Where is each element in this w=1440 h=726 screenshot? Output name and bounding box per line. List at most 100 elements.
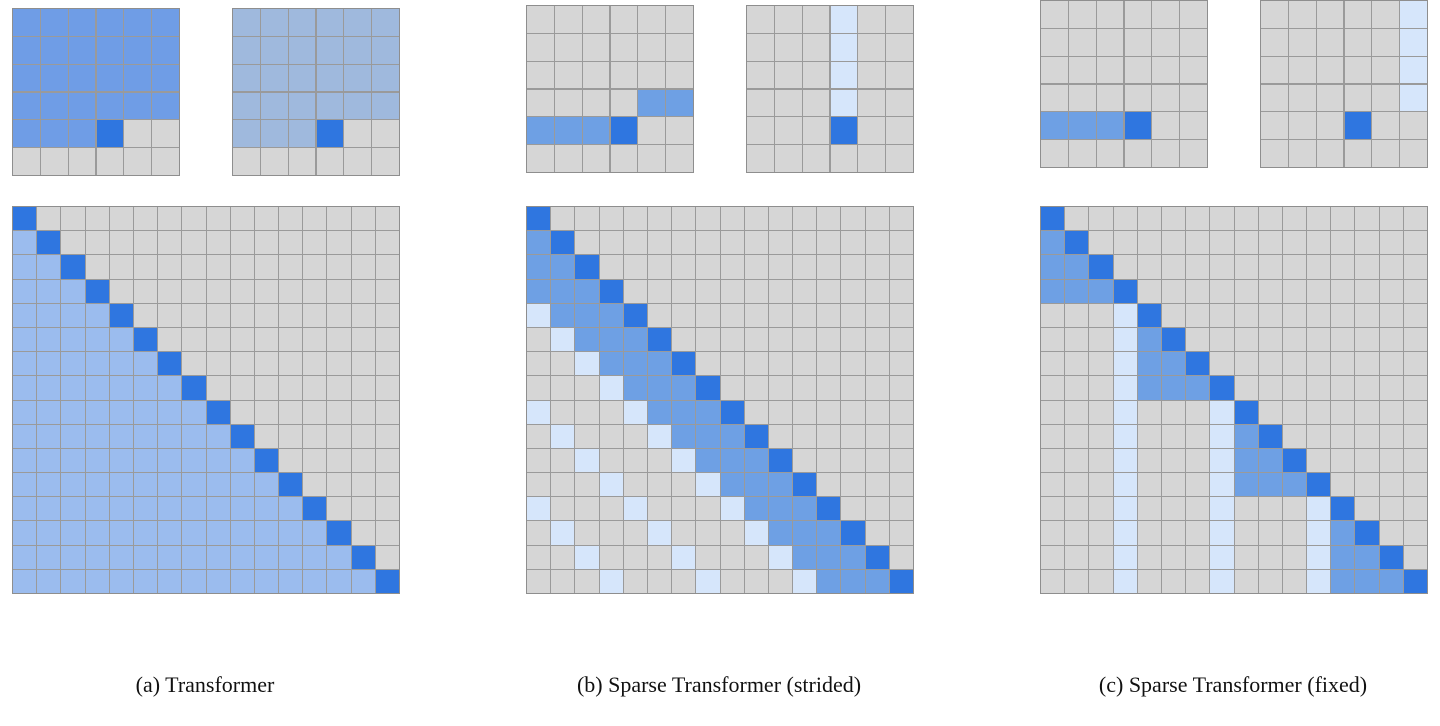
attended-cell (696, 424, 720, 448)
grid-cell (1124, 84, 1152, 112)
attended-cell (1331, 545, 1355, 569)
current-token-cell (720, 400, 744, 424)
attended-cell (109, 545, 133, 569)
attended-cell (230, 497, 254, 521)
attended-cell (372, 64, 399, 92)
grid-cell (109, 255, 133, 279)
grid-cell (372, 120, 399, 148)
attended-cell (133, 521, 158, 545)
grid-cell (527, 569, 551, 593)
grid-cell (254, 231, 279, 255)
grid-cell (768, 255, 793, 279)
grid-cell (1186, 497, 1210, 521)
grid-cell (889, 255, 913, 279)
grid-cell (527, 448, 551, 473)
grid-cell (233, 148, 260, 175)
attended-cell (1379, 569, 1403, 593)
grid-cell (638, 6, 666, 33)
grid-cell (599, 448, 623, 473)
attended-cell (599, 569, 623, 593)
current-token-cell (1234, 400, 1258, 424)
attended-cell (85, 424, 109, 448)
grid-cell (841, 207, 865, 231)
attended-cell (254, 521, 279, 545)
grid-cell (351, 303, 375, 327)
grid-cell (858, 117, 886, 145)
grid-cell (1186, 255, 1210, 279)
attended-cell (1234, 448, 1258, 473)
attended-cell (554, 117, 582, 145)
current-token-cell (1379, 545, 1403, 569)
attended-cell (316, 36, 344, 64)
attended-cell (37, 448, 61, 473)
grid-cell (1124, 56, 1152, 84)
grid-cell (744, 255, 768, 279)
grid-cell (327, 424, 351, 448)
grid-cell (1288, 1, 1316, 28)
grid-cell (327, 279, 351, 303)
attended-cell (37, 303, 61, 327)
attended-cell (1210, 448, 1234, 473)
attended-cell (1400, 1, 1427, 28)
grid-cell (744, 376, 768, 400)
grid-cell (158, 327, 182, 352)
grid-cell (1234, 497, 1258, 521)
grid-cell (1258, 231, 1282, 255)
grid-cell (1180, 28, 1207, 56)
grid-cell (527, 376, 551, 400)
grid-cell (230, 279, 254, 303)
attended-cell (109, 424, 133, 448)
grid-cell (1355, 448, 1379, 473)
current-token-cell (1344, 112, 1372, 140)
grid-cell (327, 207, 351, 231)
attended-cell (720, 448, 744, 473)
grid-cell (1282, 279, 1307, 303)
grid-cell (1344, 56, 1372, 84)
grid-cell (744, 352, 768, 376)
grid-cell (279, 231, 303, 255)
attended-cell (37, 352, 61, 376)
attended-cell (344, 92, 372, 120)
current-token-cell (793, 473, 817, 497)
current-token-cell (889, 569, 913, 593)
grid-cell (1137, 497, 1161, 521)
grid-cell (1400, 140, 1427, 167)
grid-cell (830, 145, 858, 172)
grid-cell (1210, 352, 1234, 376)
grid-cell (254, 279, 279, 303)
attended-cell (109, 400, 133, 424)
attended-cell (1186, 376, 1210, 400)
attended-cell (37, 255, 61, 279)
current-token-cell (575, 255, 599, 279)
grid-cell (1210, 303, 1234, 327)
grid-cell (1065, 327, 1089, 352)
grid-cell (610, 6, 638, 33)
attended-cell (260, 120, 288, 148)
attended-cell (61, 400, 85, 424)
attended-cell (152, 92, 179, 120)
grid-cell (1403, 376, 1427, 400)
grid-cell (230, 303, 254, 327)
grid-cell (1234, 255, 1258, 279)
grid-cell (303, 303, 327, 327)
grid-cell (802, 33, 830, 61)
grid-cell (1307, 255, 1331, 279)
grid-cell (1180, 56, 1207, 84)
current-token-cell (1331, 497, 1355, 521)
attended-cell (303, 569, 327, 593)
grid-cell (303, 279, 327, 303)
grid-cell (1065, 207, 1089, 231)
grid-cell (206, 207, 230, 231)
attended-cell (279, 521, 303, 545)
grid-cell (817, 279, 841, 303)
grid-cell (206, 376, 230, 400)
current-token-cell (1161, 327, 1186, 352)
attended-cell (1137, 327, 1161, 352)
grid-cell (230, 231, 254, 255)
attended-cell (152, 64, 179, 92)
attended-cell (1234, 424, 1258, 448)
attended-cell (13, 521, 37, 545)
attended-cell (793, 569, 817, 593)
grid-cell (351, 376, 375, 400)
grid-cell (1288, 84, 1316, 112)
